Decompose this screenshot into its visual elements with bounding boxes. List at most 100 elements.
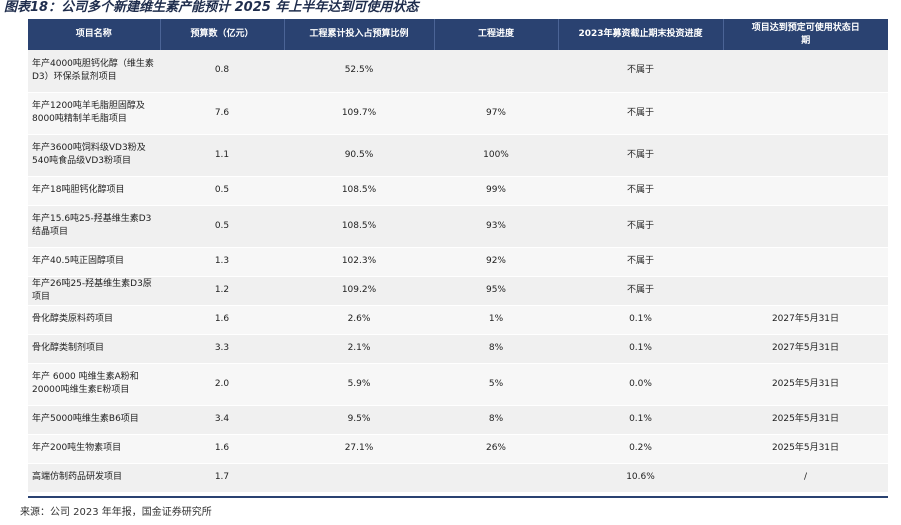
cell-investment-ratio: 5.9% (284, 363, 434, 405)
table-row: 年产3600吨饲料级VD3粉及540吨食品级VD3粉项目 1.1 90.5% 100%… (28, 134, 888, 176)
table-row: 年产1200吨羊毛脂胆固醇及8000吨精制羊毛脂项目 7.6 109.7% 97% 不属… (28, 92, 888, 134)
cell-budget: 0.5 (160, 205, 284, 247)
projects-table: 项目名称 预算数（亿元） 工程累计投入占预算比例 工程进度 2023年募资截止期… (28, 19, 888, 493)
cell-investment-ratio: 2.1% (284, 334, 434, 363)
cell-investment-ratio: 109.2% (284, 276, 434, 305)
cell-ready-date (723, 50, 888, 92)
cell-project-name: 年产15.6吨25-羟基维生素D3结晶项目 (28, 205, 160, 247)
cell-investment-ratio (284, 463, 434, 492)
cell-budget: 1.7 (160, 463, 284, 492)
cell-project-name: 年产4000吨胆钙化醇（维生素D3）环保杀鼠剂项目 (28, 50, 160, 92)
cell-project-name: 年产5000吨维生素B6项目 (28, 405, 160, 434)
cell-budget: 3.4 (160, 405, 284, 434)
cell-project-name: 高端仿制药品研发项目 (28, 463, 160, 492)
cell-fundraising-progress: 0.1% (558, 334, 723, 363)
header-progress: 工程进度 (434, 19, 559, 50)
table-bottom-rule (28, 496, 888, 498)
cell-progress: 26% (434, 434, 558, 463)
cell-investment-ratio: 27.1% (284, 434, 434, 463)
cell-ready-date (723, 92, 888, 134)
cell-project-name: 年产1200吨羊毛脂胆固醇及8000吨精制羊毛脂项目 (28, 92, 160, 134)
table-row: 年产18吨胆钙化醇项目 0.5 108.5% 99% 不属于 (28, 176, 888, 205)
cell-progress: 5% (434, 363, 558, 405)
table-row: 年产4000吨胆钙化醇（维生素D3）环保杀鼠剂项目 0.8 52.5% 不属于 (28, 50, 888, 92)
source-note: 来源：公司 2023 年年报，国金证券研究所 (20, 507, 212, 518)
cell-fundraising-progress: 0.2% (558, 434, 723, 463)
cell-ready-date: 2025年5月31日 (723, 405, 888, 434)
cell-progress: 100% (434, 134, 558, 176)
cell-budget: 2.0 (160, 363, 284, 405)
cell-fundraising-progress: 0.0% (558, 363, 723, 405)
cell-budget: 1.3 (160, 247, 284, 276)
cell-project-name: 年产26吨25-羟基维生素D3原项目 (28, 276, 160, 305)
header-project-name: 项目名称 (28, 19, 161, 50)
header-investment-ratio: 工程累计投入占预算比例 (284, 19, 435, 50)
table-row: 年产26吨25-羟基维生素D3原项目 1.2 109.2% 95% 不属于 (28, 276, 888, 305)
cell-fundraising-progress: 不属于 (558, 205, 723, 247)
table-row: 年产200吨生物素项目 1.6 27.1% 26% 0.2% 2025年5月31日 (28, 434, 888, 463)
cell-investment-ratio: 108.5% (284, 176, 434, 205)
cell-budget: 3.3 (160, 334, 284, 363)
cell-project-name: 年产200吨生物素项目 (28, 434, 160, 463)
cell-ready-date (723, 276, 888, 305)
cell-ready-date: 2025年5月31日 (723, 363, 888, 405)
cell-fundraising-progress: 不属于 (558, 176, 723, 205)
cell-investment-ratio: 2.6% (284, 305, 434, 334)
table-header-row: 项目名称 预算数（亿元） 工程累计投入占预算比例 工程进度 2023年募资截止期… (28, 19, 888, 50)
header-fundraising-progress: 2023年募资截止期末投资进度 (558, 19, 724, 50)
cell-fundraising-progress: 0.1% (558, 405, 723, 434)
cell-budget: 0.5 (160, 176, 284, 205)
cell-ready-date: 2027年5月31日 (723, 334, 888, 363)
cell-ready-date (723, 134, 888, 176)
table-row: 高端仿制药品研发项目 1.7 10.6% / (28, 463, 888, 492)
cell-project-name: 年产3600吨饲料级VD3粉及540吨食品级VD3粉项目 (28, 134, 160, 176)
cell-fundraising-progress: 不属于 (558, 276, 723, 305)
cell-investment-ratio: 108.5% (284, 205, 434, 247)
table-row: 年产15.6吨25-羟基维生素D3结晶项目 0.5 108.5% 93% 不属于 (28, 205, 888, 247)
cell-budget: 1.6 (160, 434, 284, 463)
cell-project-name: 年产40.5吨正固醇项目 (28, 247, 160, 276)
cell-project-name: 骨化醇类制剂项目 (28, 334, 160, 363)
cell-ready-date: 2027年5月31日 (723, 305, 888, 334)
figure-title: 图表18：公司多个新建维生素产能预计 2025 年上半年达到可使用状态 (4, 0, 419, 15)
cell-progress: 92% (434, 247, 558, 276)
table-row: 年产40.5吨正固醇项目 1.3 102.3% 92% 不属于 (28, 247, 888, 276)
cell-investment-ratio: 102.3% (284, 247, 434, 276)
cell-budget: 1.2 (160, 276, 284, 305)
cell-budget: 1.6 (160, 305, 284, 334)
cell-project-name: 年产18吨胆钙化醇项目 (28, 176, 160, 205)
cell-progress: 93% (434, 205, 558, 247)
cell-progress: 99% (434, 176, 558, 205)
cell-budget: 7.6 (160, 92, 284, 134)
cell-investment-ratio: 52.5% (284, 50, 434, 92)
cell-fundraising-progress: 不属于 (558, 134, 723, 176)
cell-ready-date: / (723, 463, 888, 492)
table-row: 骨化醇类原料药项目 1.6 2.6% 1% 0.1% 2027年5月31日 (28, 305, 888, 334)
cell-ready-date (723, 176, 888, 205)
cell-progress: 8% (434, 334, 558, 363)
cell-fundraising-progress: 0.1% (558, 305, 723, 334)
cell-investment-ratio: 109.7% (284, 92, 434, 134)
table-row: 年产5000吨维生素B6项目 3.4 9.5% 8% 0.1% 2025年5月31日 (28, 405, 888, 434)
cell-progress: 97% (434, 92, 558, 134)
header-ready-date: 项目达到预定可使用状态日期 (723, 19, 888, 50)
cell-progress (434, 463, 558, 492)
cell-progress (434, 50, 558, 92)
cell-investment-ratio: 9.5% (284, 405, 434, 434)
cell-ready-date (723, 247, 888, 276)
cell-fundraising-progress: 不属于 (558, 92, 723, 134)
cell-fundraising-progress: 不属于 (558, 50, 723, 92)
table-row: 年产 6000 吨维生素A粉和20000吨维生素E粉项目 2.0 5.9% 5% 0.0… (28, 363, 888, 405)
cell-budget: 1.1 (160, 134, 284, 176)
cell-progress: 95% (434, 276, 558, 305)
cell-ready-date: 2025年5月31日 (723, 434, 888, 463)
header-budget: 预算数（亿元） (160, 19, 285, 50)
cell-budget: 0.8 (160, 50, 284, 92)
cell-fundraising-progress: 10.6% (558, 463, 723, 492)
cell-ready-date (723, 205, 888, 247)
cell-project-name: 年产 6000 吨维生素A粉和20000吨维生素E粉项目 (28, 363, 160, 405)
cell-fundraising-progress: 不属于 (558, 247, 723, 276)
cell-progress: 1% (434, 305, 558, 334)
table-row: 骨化醇类制剂项目 3.3 2.1% 8% 0.1% 2027年5月31日 (28, 334, 888, 363)
cell-investment-ratio: 90.5% (284, 134, 434, 176)
